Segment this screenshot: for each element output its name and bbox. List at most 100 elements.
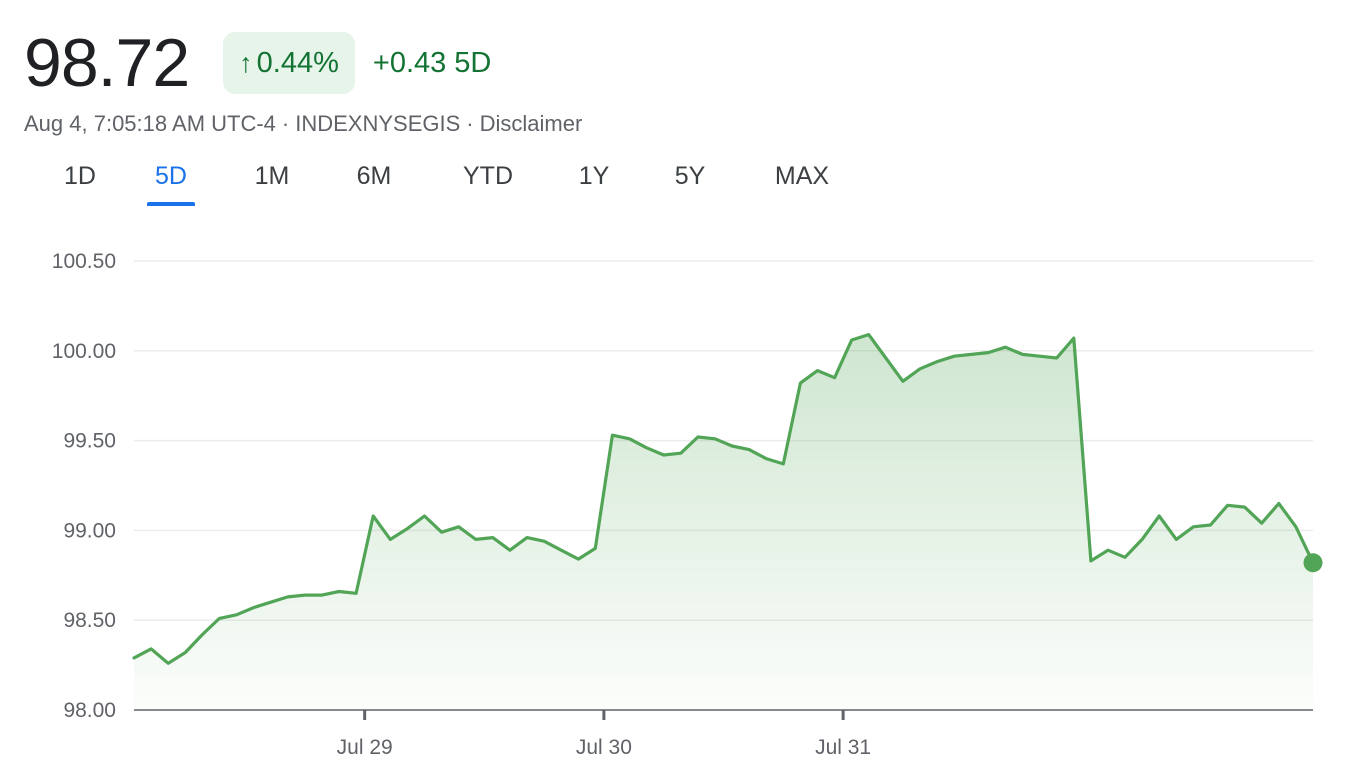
separator-dot: · — [281, 111, 290, 136]
data-point — [934, 359, 940, 365]
data-point — [319, 592, 325, 598]
up-arrow-icon: ↑ — [239, 47, 253, 78]
data-point — [285, 594, 291, 600]
data-point — [1173, 536, 1179, 542]
series-area — [134, 334, 1313, 710]
data-point — [1276, 500, 1282, 506]
tab-5y[interactable]: 5Y — [674, 162, 706, 190]
data-point — [148, 646, 154, 652]
data-point — [1037, 353, 1043, 359]
data-point — [353, 590, 359, 596]
data-point — [917, 366, 923, 372]
data-point — [1225, 502, 1231, 508]
data-point — [695, 434, 701, 440]
percent-change: 0.44% — [256, 46, 339, 79]
data-point — [1190, 524, 1196, 530]
data-point — [900, 378, 906, 384]
data-point — [251, 605, 257, 611]
data-point — [592, 545, 598, 551]
data-point — [763, 456, 769, 462]
x-tick-label: Jul 29 — [337, 736, 393, 759]
percent-change-badge: ↑ 0.44% — [223, 32, 355, 94]
data-point — [336, 588, 342, 594]
y-tick-label: 99.50 — [63, 430, 116, 453]
tab-1m[interactable]: 1M — [254, 162, 290, 190]
data-point — [524, 535, 530, 541]
data-point — [1293, 524, 1299, 530]
data-point — [866, 332, 872, 338]
data-point — [439, 529, 445, 535]
data-point — [1122, 554, 1128, 560]
data-point — [404, 526, 410, 532]
data-point — [609, 432, 615, 438]
tab-max[interactable]: MAX — [774, 162, 830, 190]
x-axis: Jul 29 Jul 30 Jul 31 — [134, 709, 1313, 759]
absolute-change-group: +0.43 5D — [373, 47, 491, 80]
y-tick-label: 100.00 — [52, 340, 116, 363]
data-point — [814, 368, 820, 374]
data-point — [387, 536, 393, 542]
data-point — [712, 436, 718, 442]
y-tick-label: 98.50 — [63, 609, 116, 632]
data-point — [1054, 355, 1060, 361]
data-point — [182, 650, 188, 656]
data-point — [1088, 558, 1094, 564]
y-tick-label: 100.50 — [52, 250, 116, 273]
data-point — [678, 450, 684, 456]
data-point — [1002, 344, 1008, 350]
last-price-dot — [1303, 553, 1323, 573]
quote-header: 98.72 ↑ 0.44% +0.43 5D — [24, 24, 491, 102]
data-point — [456, 524, 462, 530]
data-point — [1207, 522, 1213, 528]
y-tick-label: 98.00 — [63, 699, 116, 722]
data-point — [627, 436, 633, 442]
tab-ytd[interactable]: YTD — [463, 162, 513, 190]
data-point — [661, 452, 667, 458]
data-point — [832, 375, 838, 381]
data-point — [1259, 520, 1265, 526]
x-tick-label: Jul 30 — [576, 736, 632, 759]
data-point — [268, 599, 274, 605]
current-price: 98.72 — [24, 25, 190, 101]
data-point — [729, 443, 735, 449]
data-point — [883, 355, 889, 361]
data-point — [131, 655, 137, 661]
data-point — [216, 615, 222, 621]
data-point — [746, 447, 752, 453]
data-point — [1105, 547, 1111, 553]
data-point — [165, 660, 171, 666]
data-point — [985, 350, 991, 356]
data-point — [370, 513, 376, 519]
tab-6m[interactable]: 6M — [356, 162, 392, 190]
absolute-change: +0.43 — [372, 46, 447, 79]
tab-5d[interactable]: 5D — [147, 162, 195, 206]
data-point — [421, 513, 427, 519]
data-point — [780, 461, 786, 467]
data-point — [1242, 504, 1248, 510]
data-point — [575, 556, 581, 562]
data-point — [968, 351, 974, 357]
data-point — [507, 547, 513, 553]
data-point — [1139, 536, 1145, 542]
disclaimer-link[interactable]: Disclaimer — [479, 111, 583, 136]
data-point — [644, 445, 650, 451]
tab-1d[interactable]: 1D — [64, 162, 96, 190]
timestamp: Aug 4, 7:05:18 AM UTC-4 — [24, 111, 276, 136]
data-point — [473, 536, 479, 542]
data-point — [558, 547, 564, 553]
quote-meta: Aug 4, 7:05:18 AM UTC-4 · INDEXNYSEGIS · Dis… — [24, 111, 582, 137]
x-tick-label: Jul 31 — [815, 736, 871, 759]
data-point — [541, 538, 547, 544]
data-point — [849, 337, 855, 343]
data-point — [234, 612, 240, 618]
tab-1y[interactable]: 1Y — [578, 162, 610, 190]
y-axis-labels: 100.50 100.00 99.50 99.00 98.50 98.00 — [52, 250, 116, 722]
index-name: INDEXNYSEGIS — [295, 111, 461, 136]
change-period: 5D — [454, 46, 492, 79]
data-point — [490, 535, 496, 541]
data-point — [302, 592, 308, 598]
data-point — [1020, 351, 1026, 357]
series-line — [132, 333, 1315, 665]
data-point — [951, 353, 957, 359]
